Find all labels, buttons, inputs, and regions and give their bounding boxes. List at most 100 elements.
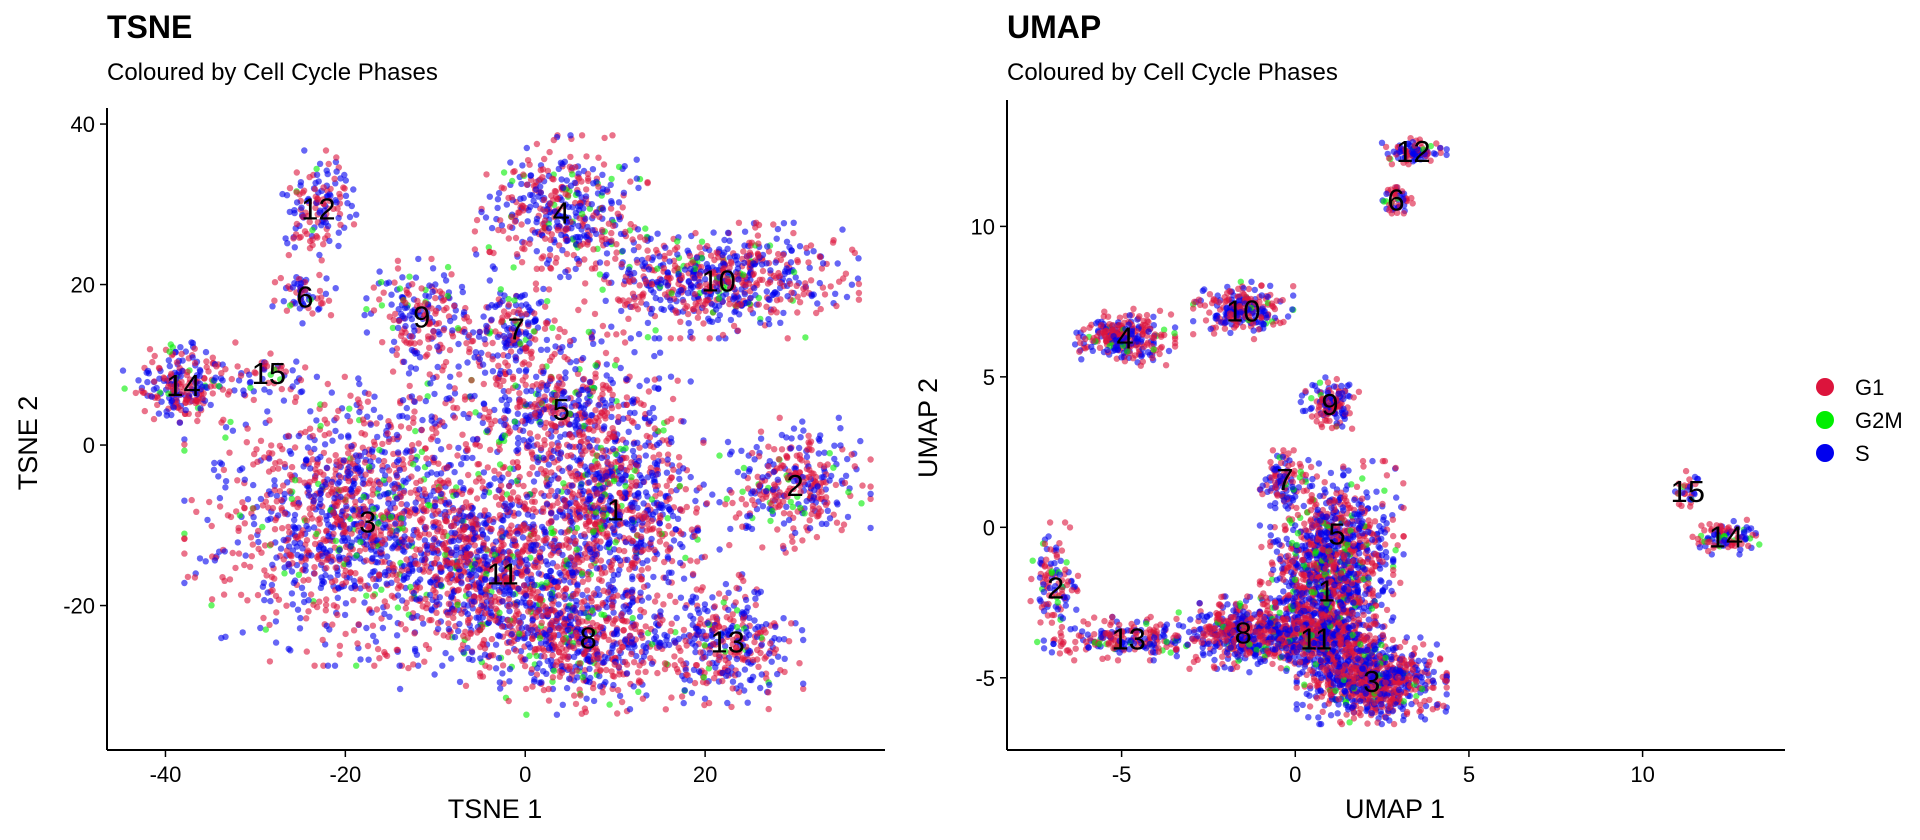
tsne-point	[323, 596, 330, 603]
tsne-point	[300, 591, 308, 598]
tsne-point	[656, 335, 663, 342]
tsne-point	[556, 325, 563, 333]
tsne-point	[602, 678, 609, 686]
tsne-point	[645, 388, 653, 395]
tsne-point	[639, 291, 646, 299]
tsne-point	[806, 441, 813, 448]
tsne-point	[519, 360, 526, 368]
tsne-point	[459, 431, 466, 438]
tsne-point	[626, 463, 634, 471]
tsne-point	[741, 228, 749, 235]
tsne-point	[592, 362, 599, 369]
tsne-point	[501, 432, 509, 439]
tsne-point	[553, 711, 561, 718]
tsne-point	[352, 452, 360, 459]
tsne-point	[412, 365, 420, 372]
tsne-point	[830, 237, 837, 244]
tsne-point	[638, 576, 645, 583]
tsne-point	[722, 501, 729, 508]
tsne-point	[371, 393, 378, 400]
tsne-point	[439, 419, 446, 426]
tsne-point	[622, 482, 629, 490]
tsne-point	[446, 346, 454, 354]
tsne-point	[250, 396, 257, 404]
tsne-point	[580, 375, 588, 383]
tsne-point	[815, 512, 822, 519]
tsne-point	[516, 390, 523, 397]
tsne-point	[321, 416, 328, 423]
tsne-point	[336, 546, 343, 554]
tsne-point	[656, 490, 664, 497]
tsne-point	[607, 507, 615, 514]
tsne-point	[591, 418, 598, 425]
tsne-point	[358, 429, 365, 437]
tsne-point	[474, 461, 481, 468]
tsne-point	[609, 391, 616, 398]
tsne-point	[613, 249, 620, 256]
tsne-point	[343, 485, 350, 493]
tsne-point	[532, 201, 540, 209]
tsne-point	[520, 171, 527, 178]
tsne-point	[518, 259, 526, 266]
tsne-point	[191, 574, 199, 581]
tsne-point	[390, 543, 397, 550]
tsne-point	[559, 247, 566, 254]
tsne-point	[564, 452, 571, 460]
tsne-point	[591, 476, 598, 484]
tsne-point	[640, 659, 647, 666]
tsne-point	[575, 260, 582, 267]
tsne-point	[531, 400, 539, 408]
tsne-point	[666, 495, 673, 502]
tsne-point	[548, 441, 555, 448]
tsne-point	[792, 529, 799, 537]
tsne-point	[392, 310, 399, 318]
tsne-point	[326, 547, 334, 554]
tsne-point	[546, 148, 553, 156]
tsne-point	[608, 175, 615, 183]
tsne-point	[234, 539, 241, 546]
tsne-point	[407, 536, 415, 543]
tsne-point	[580, 488, 587, 495]
tsne-point	[602, 235, 609, 243]
tsne-point	[400, 358, 408, 365]
tsne-point	[618, 494, 626, 501]
tsne-point	[611, 661, 618, 668]
tsne-point	[484, 427, 491, 434]
tsne-point	[700, 320, 707, 327]
tsne-point	[774, 225, 782, 233]
tsne-point	[361, 448, 369, 456]
tsne-point	[208, 522, 215, 530]
tsne-point	[533, 286, 540, 293]
tsne-point	[663, 541, 670, 548]
tsne-point	[374, 433, 381, 441]
tsne-point	[859, 482, 866, 489]
tsne-point	[440, 272, 448, 279]
tsne-point	[642, 452, 649, 459]
tsne-point	[805, 432, 812, 439]
tsne-point	[394, 265, 402, 272]
tsne-point	[759, 474, 766, 481]
tsne-point	[671, 653, 678, 660]
tsne-point	[806, 525, 814, 532]
tsne-point	[328, 578, 336, 586]
tsne-point	[739, 488, 746, 495]
tsne-point	[257, 495, 265, 503]
tsne-point	[531, 498, 538, 505]
tsne-point	[588, 412, 595, 419]
tsne-point	[575, 423, 582, 430]
tsne-point	[583, 153, 590, 160]
tsne-point	[254, 591, 262, 599]
tsne-point	[439, 662, 446, 669]
tsne-point	[481, 369, 489, 376]
tsne-point	[181, 447, 188, 454]
tsne-point	[826, 477, 833, 484]
tsne-point	[510, 264, 517, 271]
tsne-point	[563, 684, 571, 692]
tsne-point	[590, 684, 597, 692]
tsne-point	[413, 349, 421, 356]
tsne-point	[533, 373, 540, 380]
tsne-point	[805, 473, 813, 481]
tsne-point	[755, 240, 762, 247]
tsne-point	[519, 245, 526, 252]
tsne-point	[561, 353, 568, 361]
